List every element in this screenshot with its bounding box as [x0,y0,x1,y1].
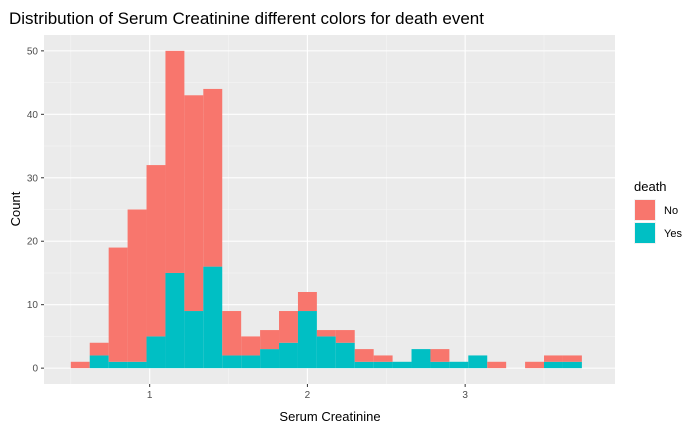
legend-label-no: No [664,205,678,217]
bar-yes [127,361,147,369]
bar-yes [222,355,242,369]
y-tick-label: 40 [27,110,39,121]
x-tick-label: 3 [462,390,468,401]
bar-no [70,361,90,369]
y-tick-label: 30 [27,173,39,184]
bar-no [430,349,450,362]
bar-yes [241,355,261,369]
bar-yes [430,361,450,369]
bar-no [203,88,223,267]
bar-yes [354,361,374,369]
bar-no [544,355,563,362]
bar-yes [411,349,431,369]
x-axis-title: Serum Creatinine [279,409,380,424]
bars [70,50,582,369]
bar-yes [562,361,582,369]
bar-no [373,355,393,362]
x-tick-label: 2 [305,390,311,401]
bar-no [127,209,147,362]
bar-no [241,336,261,356]
bar-no [89,342,109,356]
chart-title: Distribution of Serum Creatinine differe… [9,9,484,28]
bar-yes [335,342,355,369]
bar-yes [279,342,298,369]
y-tick-label: 10 [27,300,39,311]
bar-no [562,355,582,362]
legend-title: death [634,179,667,194]
bar-no [146,165,166,337]
bar-no [108,247,128,362]
bar-no [184,95,204,312]
x-axis: 1 2 3 [147,384,468,401]
bar-no [525,361,545,369]
bar-yes [373,361,393,369]
bar-yes [449,361,469,369]
legend-label-yes: Yes [664,228,682,240]
bar-yes [260,349,280,369]
legend-swatch-yes [635,223,655,243]
bar-no [335,330,355,343]
bar-yes [108,361,128,369]
bar-no [222,311,242,356]
bar-no [487,361,507,369]
bar-no [165,50,185,273]
bar-yes [316,336,336,369]
bar-no [316,330,336,337]
bar-yes [468,355,488,369]
bar-yes [297,311,317,369]
bar-yes [392,361,412,369]
y-axis-title: Count [8,191,23,226]
y-tick-label: 50 [27,46,39,57]
bar-no [297,291,317,312]
y-axis: 0 10 20 30 40 50 [27,46,44,375]
bar-yes [184,311,204,369]
bar-yes [165,272,185,369]
bar-yes [89,355,109,369]
bar-yes [203,266,223,369]
y-tick-label: 0 [32,364,38,375]
bar-yes [146,336,166,369]
bar-no [354,349,374,362]
legend-swatch-no [635,200,655,220]
bar-no [279,311,298,343]
bar-no [260,330,280,350]
legend: death No Yes [634,179,682,244]
x-tick-label: 1 [147,390,153,401]
y-tick-label: 20 [27,237,39,248]
bar-yes [544,361,563,369]
